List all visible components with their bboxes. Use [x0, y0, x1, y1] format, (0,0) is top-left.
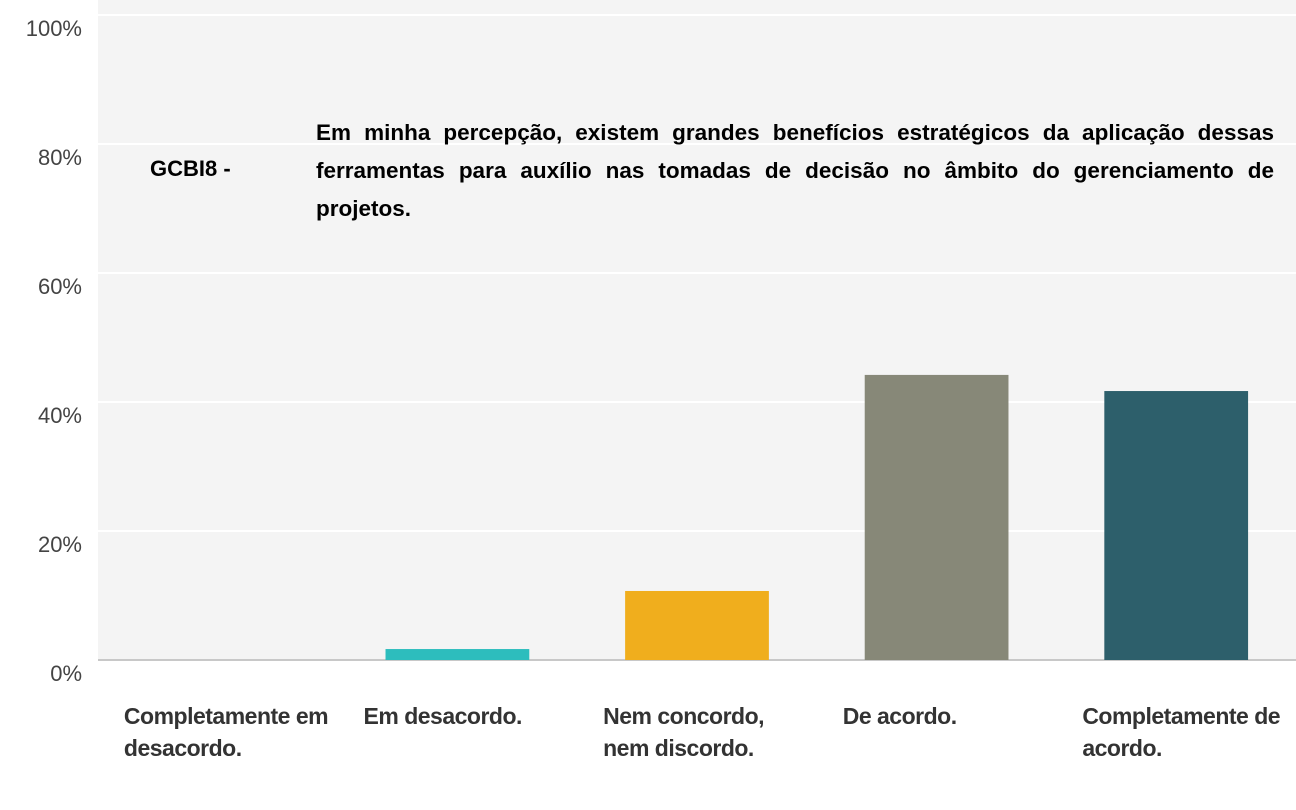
x-tick-label: Nem concordo, nem discordo.: [603, 703, 765, 761]
chart-title: GCBI8 -: [150, 156, 231, 181]
x-tick-label: Completamente de acordo.: [1082, 703, 1281, 761]
chart-subtitle: Em minha percepção, existem grandes bene…: [316, 120, 1274, 221]
x-tick-label: De acordo.: [842, 703, 957, 729]
y-tick-label: 0%: [50, 661, 82, 686]
bar: [625, 590, 769, 660]
y-tick-label: 40%: [38, 403, 82, 428]
bar: [864, 374, 1009, 660]
y-tick-label: 100%: [26, 16, 82, 41]
y-tick-label: 60%: [38, 274, 82, 299]
y-tick-label: 20%: [38, 532, 82, 557]
bar: [385, 649, 530, 660]
plot-background: [98, 0, 1296, 660]
bar: [1104, 391, 1249, 660]
x-tick-label: Em desacordo.: [363, 703, 523, 729]
x-tick-label: Completamente em desacordo.: [123, 703, 329, 761]
y-tick-label: 80%: [38, 145, 82, 170]
